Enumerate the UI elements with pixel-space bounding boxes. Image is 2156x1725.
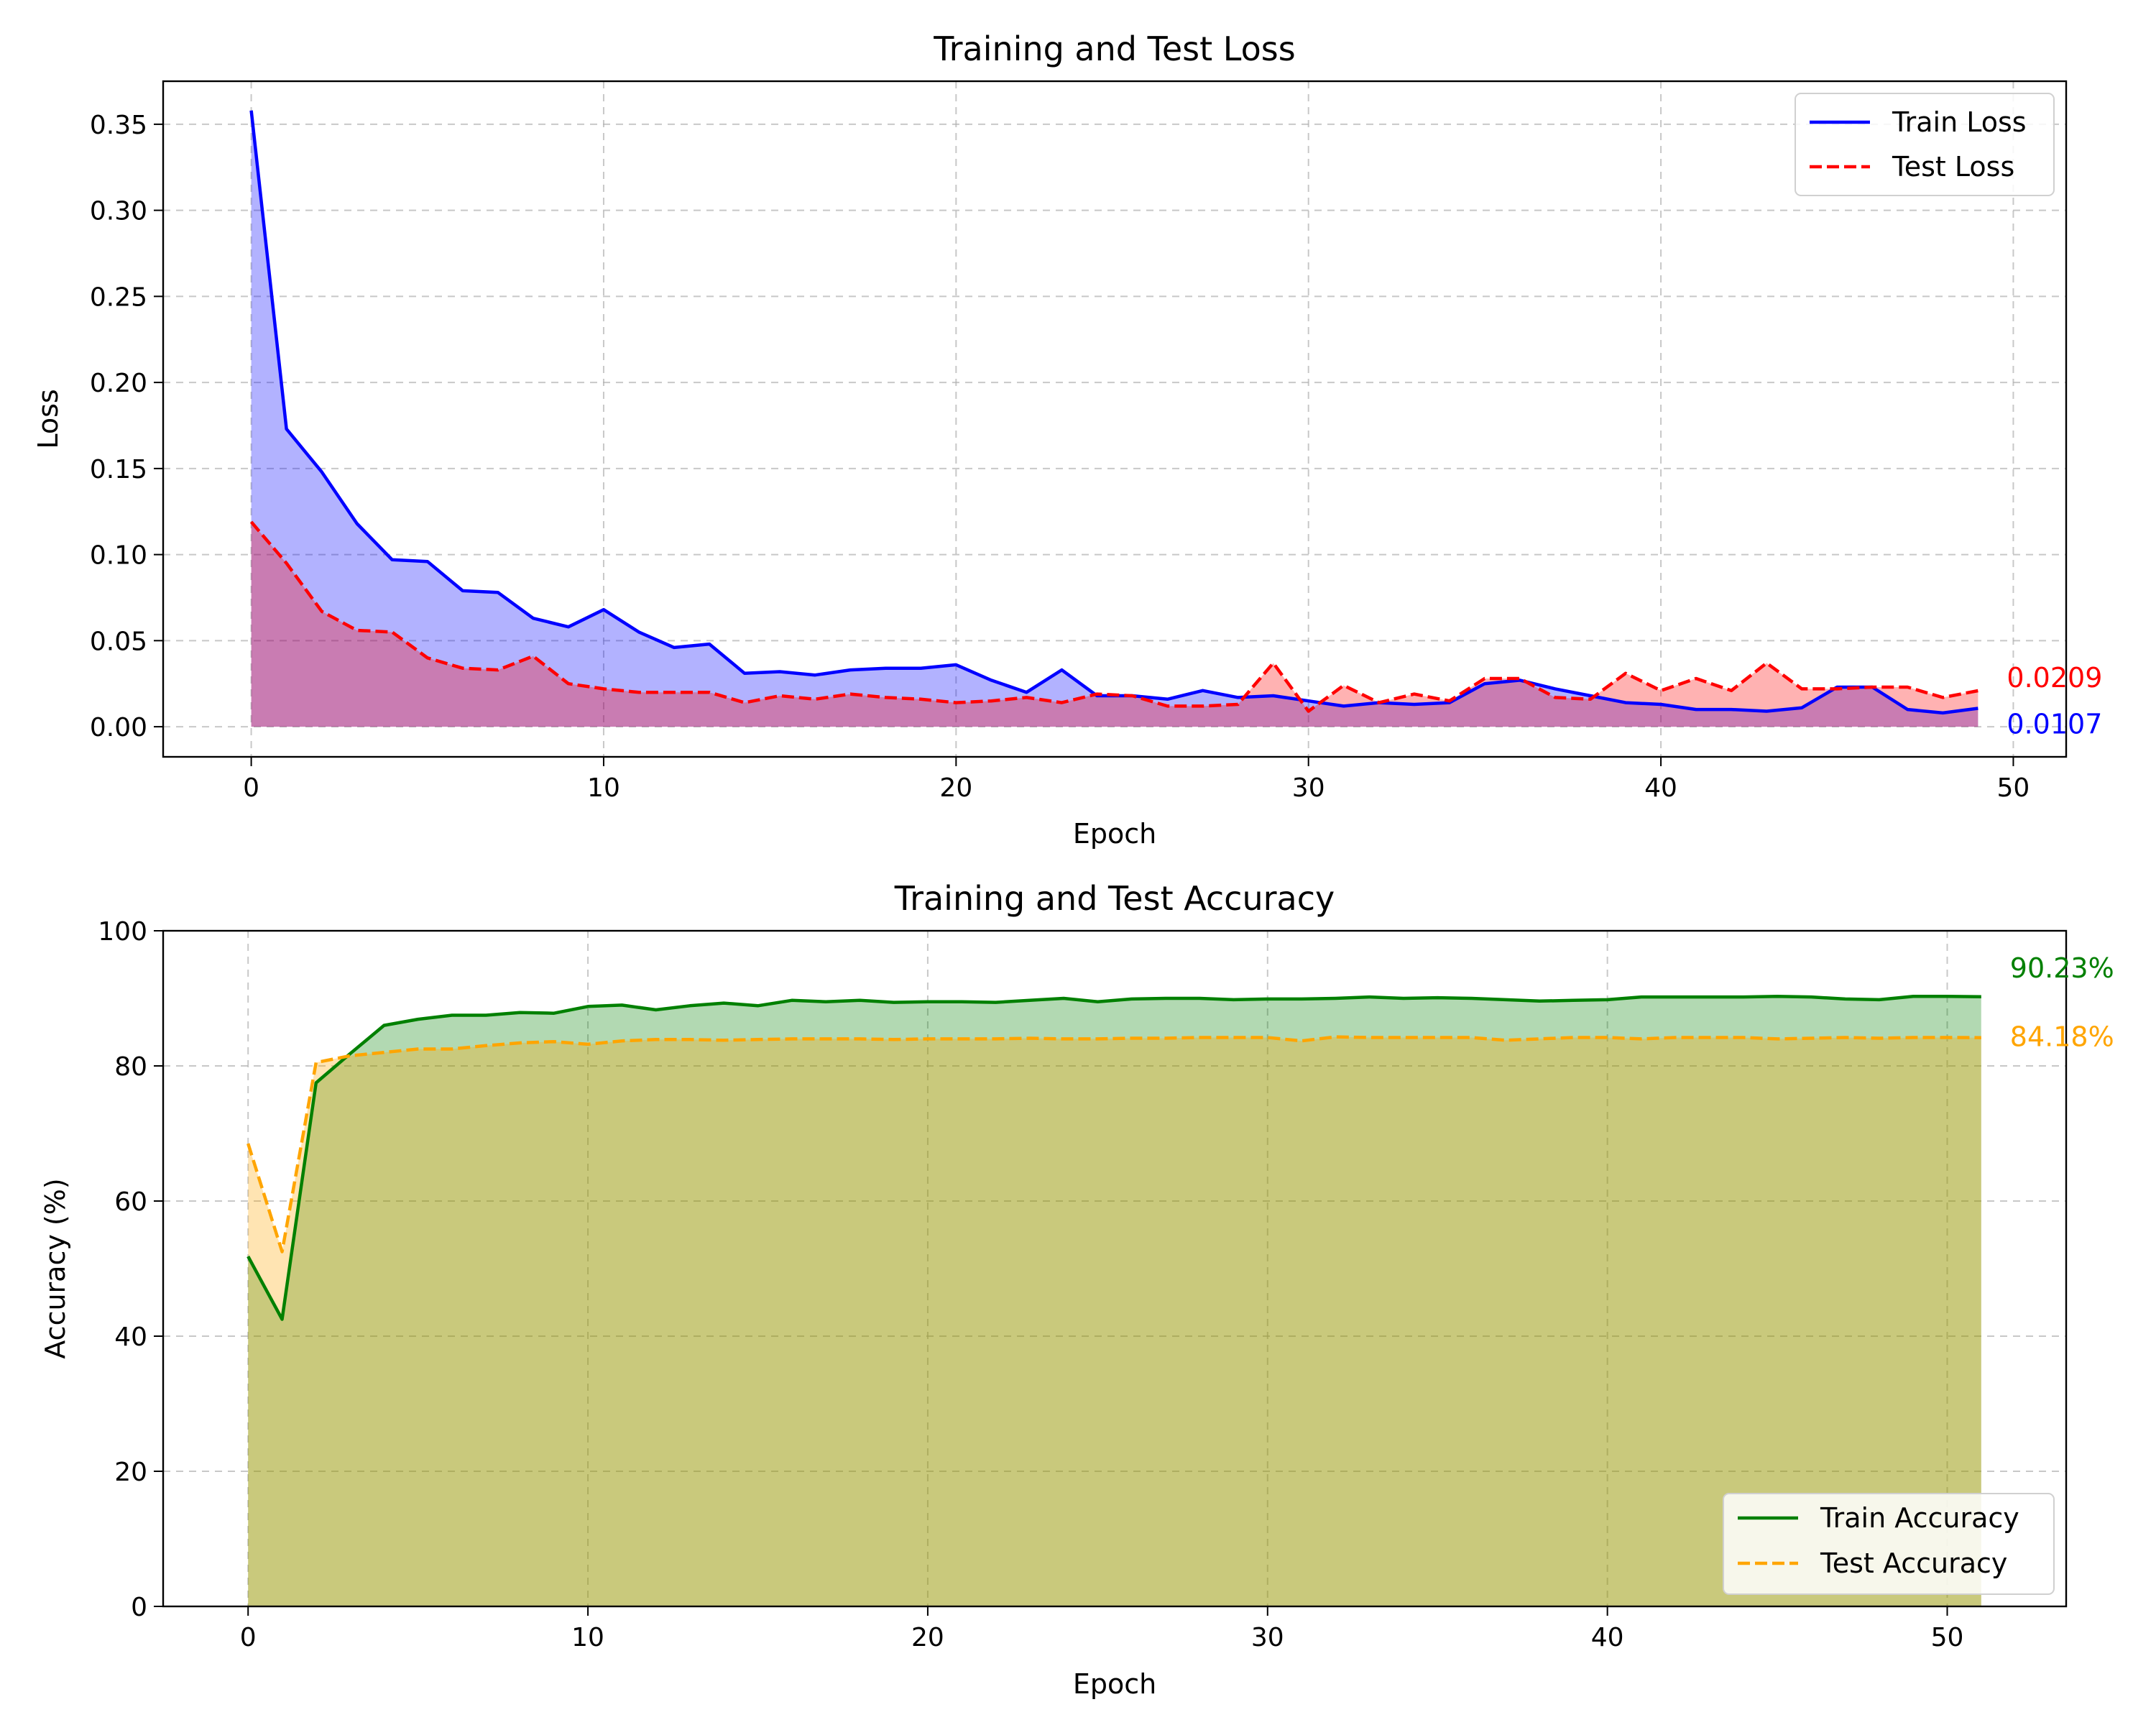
loss-legend: Train Loss Test Loss	[1795, 93, 2055, 196]
test-accuracy-line	[247, 1035, 1981, 1254]
accuracy-legend-test-label: Test Accuracy	[1820, 1547, 2007, 1579]
loss-y-tick-label: 0.15	[90, 455, 147, 484]
loss-legend-box	[1795, 93, 2055, 196]
loss-areas	[251, 110, 1978, 727]
loss-y-ticks: 0.00 0.05 0.10 0.15 0.20 0.25 0.30 0.35	[90, 111, 163, 742]
loss-legend-train-label: Train Loss	[1892, 106, 2027, 138]
accuracy-y-tick-label: 20	[114, 1458, 147, 1487]
loss-x-tick-label: 20	[939, 773, 972, 803]
accuracy-areas	[248, 996, 1981, 1606]
loss-y-tick-label: 0.00	[90, 713, 147, 742]
accuracy-legend-train-label: Train Accuracy	[1820, 1502, 2019, 1534]
loss-x-ticks: 0 10 20 30 40 50	[243, 757, 2030, 803]
accuracy-y-tick-label: 0	[131, 1593, 147, 1622]
accuracy-plot-frame	[162, 929, 2068, 1608]
accuracy-x-tick-label: 0	[240, 1623, 257, 1652]
accuracy-x-tick-label: 50	[1931, 1623, 1964, 1652]
accuracy-x-tick-label: 20	[911, 1623, 944, 1652]
loss-chart: Training and Test Loss 0 10 20 30 40 50 0.000…	[32, 29, 2102, 850]
accuracy-y-tick-label: 100	[98, 917, 147, 947]
loss-x-tick-label: 10	[587, 773, 620, 803]
loss-y-tick-label: 0.10	[90, 541, 147, 571]
loss-value-annotation: 0.0107	[2007, 708, 2102, 740]
test-accuracy-area	[248, 1036, 1981, 1606]
accuracy-x-ticks: 0 10 20 30 40 50	[240, 1606, 1964, 1652]
loss-annotations: 0.0209 0.0107	[2007, 662, 2102, 740]
loss-plot-frame	[162, 80, 2068, 758]
test-loss-line	[249, 520, 1978, 713]
accuracy-lines	[247, 994, 1981, 1321]
loss-legend-test-label: Test Loss	[1892, 151, 2014, 183]
accuracy-value-annotation: 90.23%	[2010, 952, 2114, 984]
accuracy-x-tick-label: 10	[571, 1623, 604, 1652]
accuracy-y-tick-label: 40	[114, 1322, 147, 1352]
accuracy-y-axis-label: Accuracy (%)	[40, 1178, 71, 1358]
accuracy-x-axis-label: Epoch	[1073, 1668, 1156, 1700]
loss-y-tick-label: 0.35	[90, 111, 147, 140]
train-accuracy-line	[247, 994, 1981, 1321]
accuracy-y-tick-label: 60	[114, 1187, 147, 1217]
accuracy-chart-title: Training and Test Accuracy	[894, 879, 1335, 918]
accuracy-x-tick-label: 30	[1251, 1623, 1284, 1652]
train-accuracy-area	[248, 996, 1981, 1606]
accuracy-legend: Train Accuracy Test Accuracy	[1723, 1493, 2055, 1595]
loss-lines	[249, 110, 1978, 715]
loss-x-tick-label: 50	[1997, 773, 2030, 803]
accuracy-value-annotation: 84.18%	[2010, 1021, 2114, 1053]
loss-value-annotation: 0.0209	[2007, 662, 2102, 694]
accuracy-legend-box	[1723, 1493, 2055, 1595]
loss-y-axis-label: Loss	[32, 389, 64, 448]
train-loss-area	[251, 110, 1978, 727]
loss-y-tick-label: 0.30	[90, 197, 147, 226]
loss-x-axis-label: Epoch	[1073, 818, 1156, 850]
loss-x-tick-label: 0	[243, 773, 259, 803]
loss-y-tick-label: 0.05	[90, 627, 147, 656]
accuracy-chart: Training and Test Accuracy 0 10 20 30 40 50 0…	[40, 879, 2114, 1700]
loss-chart-title: Training and Test Loss	[933, 29, 1295, 68]
accuracy-y-tick-label: 80	[114, 1052, 147, 1082]
accuracy-y-ticks: 0 20 40 60 80 100	[98, 917, 163, 1622]
loss-y-tick-label: 0.25	[90, 282, 147, 312]
loss-y-tick-label: 0.20	[90, 369, 147, 398]
loss-grid	[163, 81, 2066, 757]
accuracy-x-tick-label: 40	[1591, 1623, 1624, 1652]
loss-x-tick-label: 30	[1292, 773, 1325, 803]
loss-x-tick-label: 40	[1644, 773, 1677, 803]
accuracy-annotations: 90.23% 84.18%	[2010, 952, 2114, 1053]
